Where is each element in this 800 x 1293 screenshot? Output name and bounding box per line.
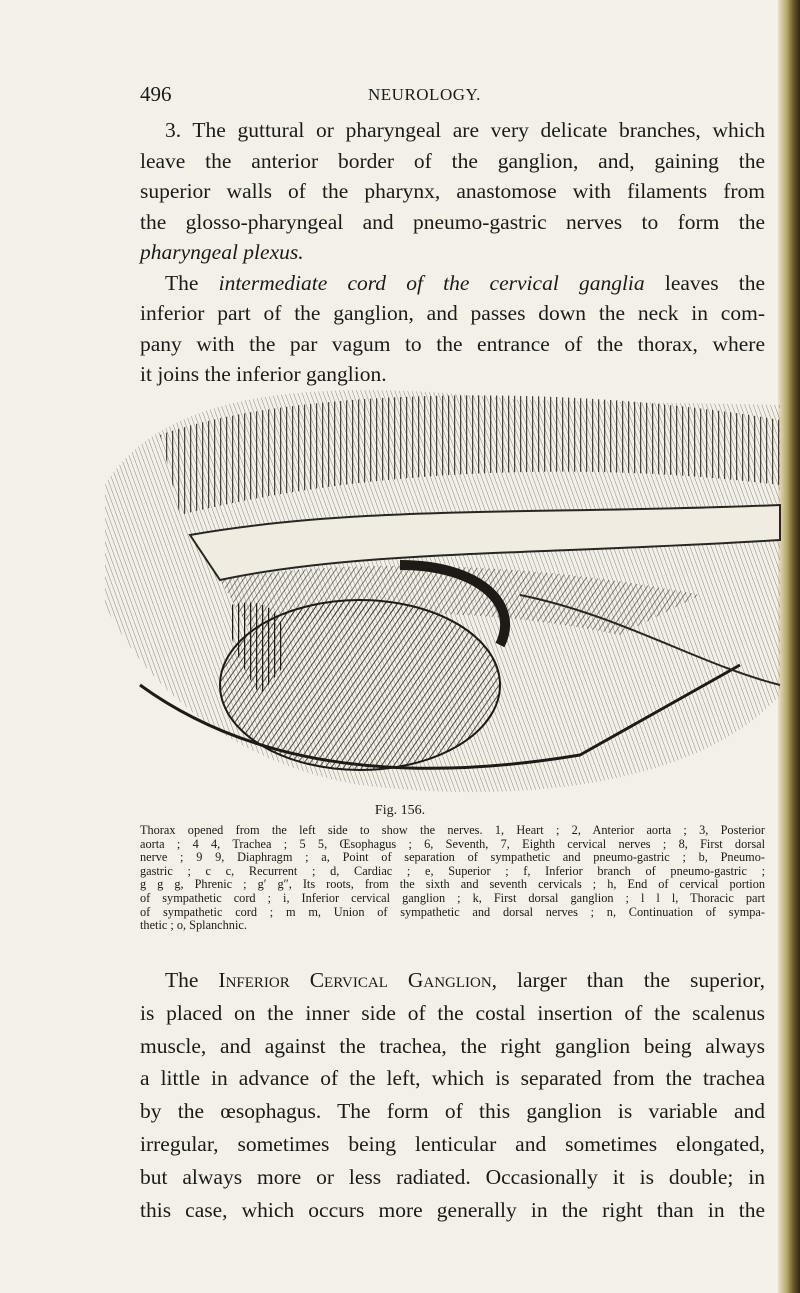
text-line: The Inferior Cervical Ganglion, larger t… — [140, 968, 765, 993]
text: inferior part of the ganglion, and passe… — [140, 301, 765, 325]
text: larger than the superior, — [497, 968, 765, 992]
text: The — [165, 968, 219, 992]
text-line: inferior part of the ganglion, and passe… — [140, 301, 765, 326]
text: it joins the inferior ganglion. — [140, 362, 387, 386]
caption-line: gastric ; c c, Recurrent ; d, Cardiac ; … — [140, 863, 765, 878]
text: irregular, sometimes being lenticular an… — [140, 1132, 765, 1156]
text-line: this case, which occurs more generally i… — [140, 1198, 765, 1223]
text-line: muscle, and against the trachea, the rig… — [140, 1034, 765, 1059]
caption-line: of sympathetic cord ; m m, Union of symp… — [140, 904, 765, 919]
text-line: pany with the par vagum to the entrance … — [140, 332, 765, 357]
italic-text: intermediate cord of the cervical gangli… — [218, 270, 645, 295]
text-line: irregular, sometimes being lenticular an… — [140, 1132, 765, 1157]
caption-line: aorta ; 4 4, Trachea ; 5 5, Œsophagus ; … — [140, 836, 765, 851]
text-line: but always more or less radiated. Occasi… — [140, 1165, 765, 1190]
text: is placed on the inner side of the costa… — [140, 1000, 765, 1025]
text: 3. The guttural or pharyngeal are very d… — [165, 118, 765, 142]
text: leave the anterior border of the ganglio… — [140, 148, 765, 173]
text-line: leave the anterior border of the ganglio… — [140, 149, 765, 174]
text-line: by the œsophagus. The form of this gangl… — [140, 1099, 765, 1124]
caption-line: Thorax opened from the left side to show… — [140, 823, 765, 837]
figure-label: Fig. 156. — [374, 803, 426, 818]
text: The — [165, 270, 219, 295]
text: by the œsophagus. The form of this gangl… — [140, 1099, 765, 1124]
small-caps-text: Inferior Cervical Ganglion, — [218, 968, 498, 992]
italic-text: pharyngeal plexus. — [140, 240, 304, 264]
text: this case, which occurs more generally i… — [140, 1197, 765, 1222]
caption-line: of sympathetic cord ; i, Inferior cervic… — [140, 891, 765, 905]
text: muscle, and against the trachea, the rig… — [140, 1033, 765, 1058]
text: a little in advance of the left, which i… — [140, 1066, 765, 1091]
text-line: is placed on the inner side of the costa… — [140, 1001, 765, 1026]
caption-line: nerve ; 9 9, Diaphragm ; a, Point of sep… — [140, 850, 765, 865]
page-number: 496 — [140, 82, 172, 106]
scan-edge — [778, 0, 800, 1293]
text-line: The intermediate cord of the cervical ga… — [140, 271, 765, 296]
text-line: a little in advance of the left, which i… — [140, 1066, 765, 1091]
text: leaves the — [644, 270, 765, 295]
text: pany with the par vagum to the entrance … — [140, 331, 765, 356]
text-line: pharyngeal plexus. — [140, 240, 765, 265]
text-line: superior walls of the pharynx, anastomos… — [140, 179, 765, 204]
caption-line: thetic ; o, Splanchnic. — [140, 918, 247, 933]
text: but always more or less radiated. Occasi… — [140, 1164, 765, 1189]
text-line: 3. The guttural or pharyngeal are very d… — [140, 118, 765, 143]
text-line: it joins the inferior ganglion. — [140, 362, 765, 387]
anatomical-illustration — [105, 390, 781, 793]
running-title: NEUROLOGY. — [368, 85, 481, 104]
text: superior walls of the pharynx, anastomos… — [140, 179, 765, 203]
text-line: the glosso-pharyngeal and pneumo-gastric… — [140, 210, 765, 235]
caption-line: g g g, Phrenic ; g′ g″, Its roots, from … — [140, 877, 765, 892]
text: the glosso-pharyngeal and pneumo-gastric… — [140, 209, 765, 234]
